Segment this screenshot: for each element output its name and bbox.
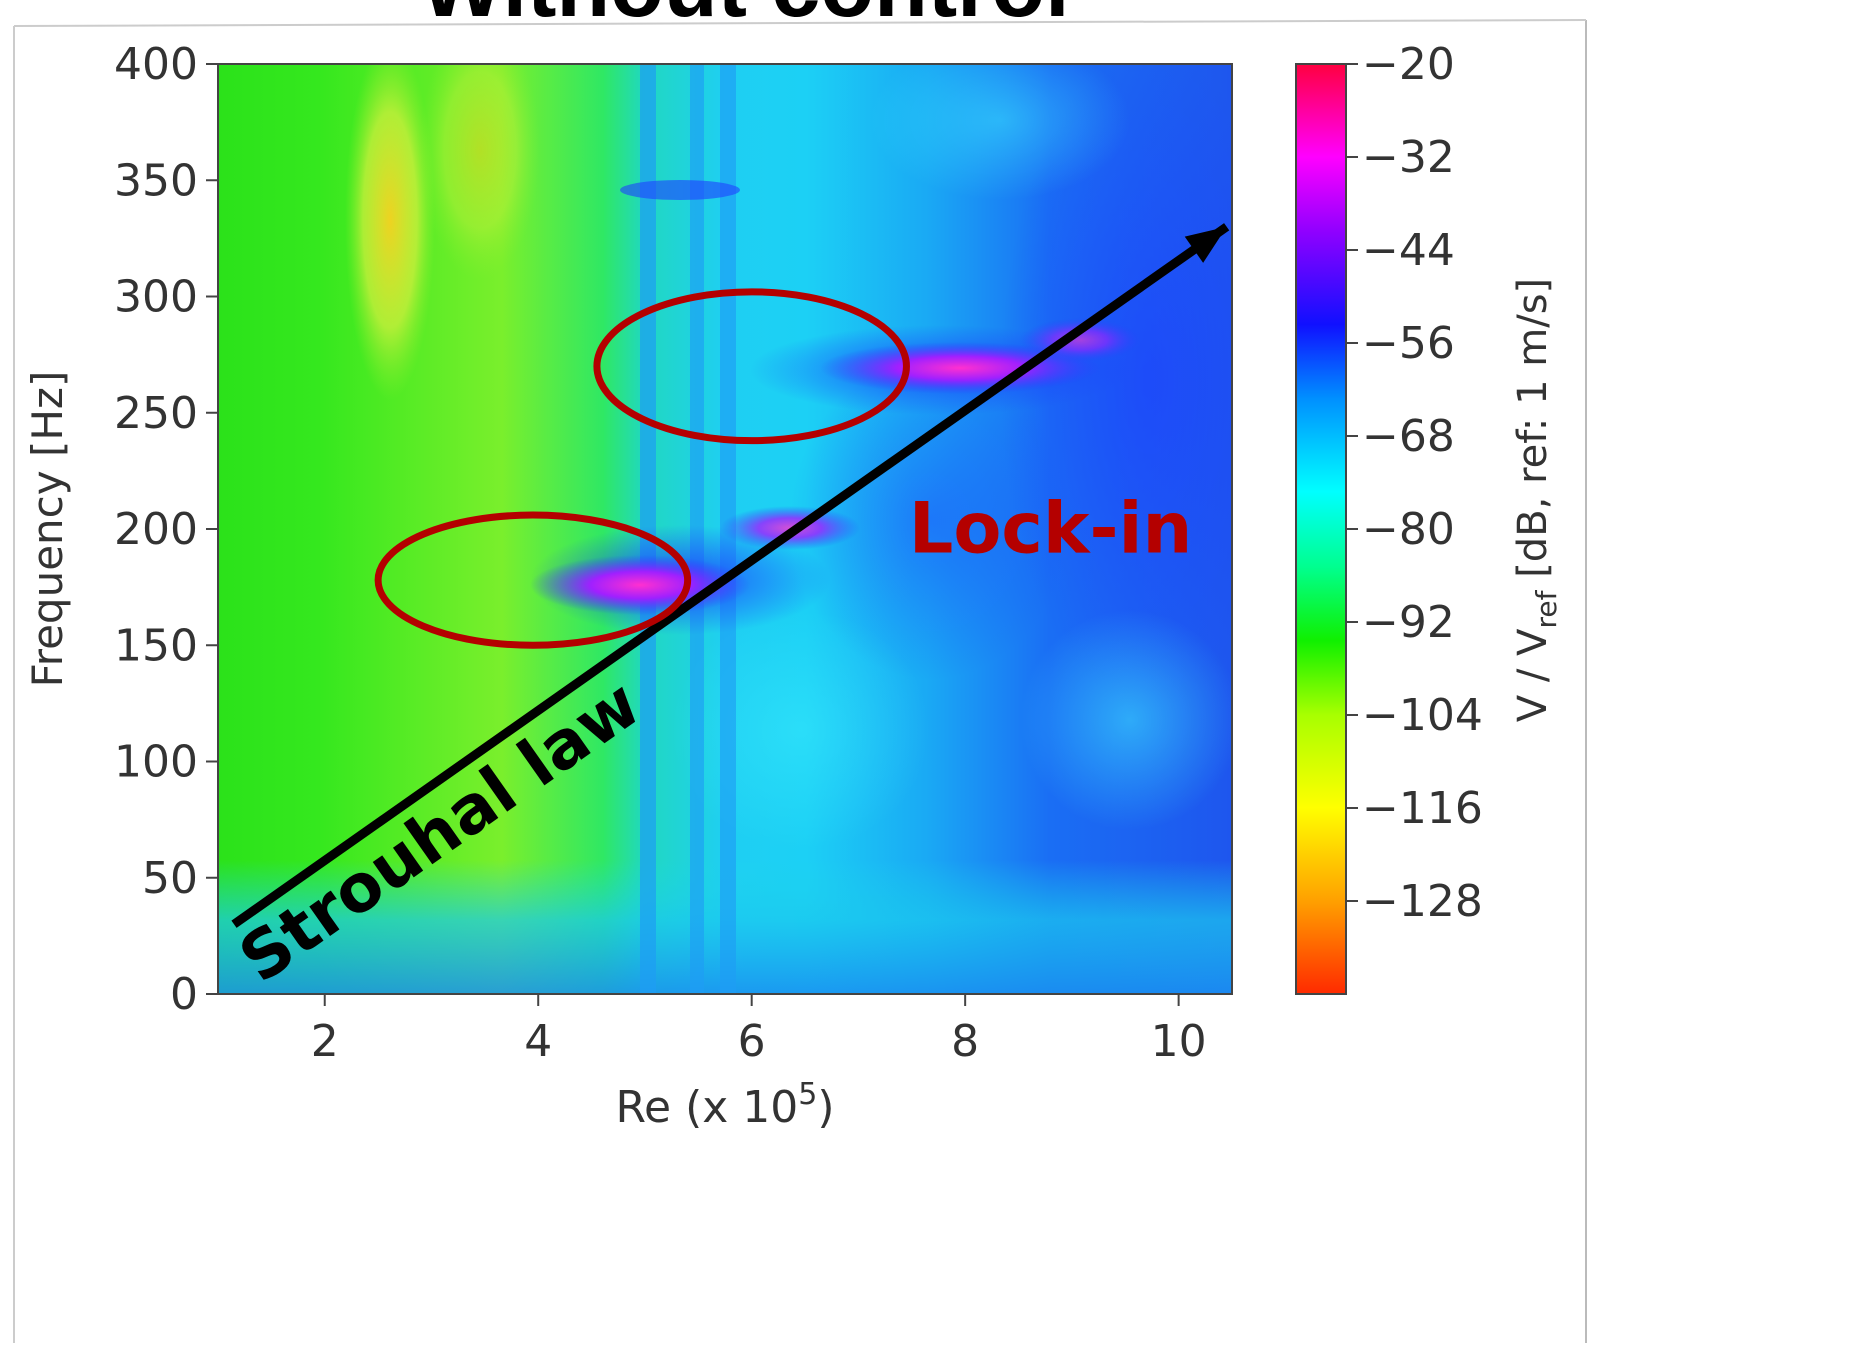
colorbar-label-sub: ref: [1530, 589, 1563, 628]
colorbar-label: V / Vref [dB, ref: 1 m/s]: [1510, 278, 1563, 722]
y-axis-label: Frequency [Hz]: [23, 371, 72, 688]
colorbar: −20 −32 −44 −56 −68 −80 −92 −104 −116 −128 V / Vr…: [1295, 39, 1563, 995]
x-axis-label-main: Re (x 10: [615, 1082, 798, 1133]
strouhal-line: [231, 223, 1230, 928]
y-tick-label: 200: [114, 504, 198, 555]
strouhal-arrowhead: [1184, 226, 1227, 263]
x-tick-label: 4: [524, 1016, 552, 1067]
colorbar-tick-label: −92: [1362, 597, 1455, 648]
panel-border-top: [13, 19, 1587, 27]
colorbar-tick-label: −44: [1362, 225, 1455, 276]
colorbar-tick-label: −80: [1362, 504, 1455, 555]
colorbar-tick-label: −128: [1362, 876, 1483, 927]
colorbar-tick-label: −68: [1362, 411, 1455, 462]
y-tick-label: 0: [170, 969, 198, 1020]
heatmap-field: [218, 64, 1232, 994]
y-tick-label: 150: [114, 620, 198, 671]
colorbar-label-suffix: [dB, ref: 1 m/s]: [1510, 278, 1556, 591]
figure-title: Without control: [420, 0, 1069, 35]
y-tick-label: 300: [114, 272, 198, 323]
x-axis-label-close: ): [817, 1082, 834, 1133]
colorbar-tick-label: −104: [1362, 690, 1483, 741]
y-tick-label: 400: [114, 39, 198, 90]
x-axis-label-exponent: 5: [798, 1077, 817, 1112]
colorbar-tick-label: −32: [1362, 132, 1455, 183]
colorbar-tick-label: −20: [1362, 39, 1455, 90]
lockin-ellipse: [593, 288, 910, 445]
x-tick-label: 10: [1151, 1016, 1207, 1067]
colorbar-label-prefix: V / V: [1510, 628, 1556, 722]
colorbar-tick-label: −116: [1362, 783, 1483, 834]
colorbar-tick-label: −56: [1362, 318, 1455, 369]
colorbar-ticks: −20 −32 −44 −56 −68 −80 −92 −104 −116 −128: [1346, 39, 1483, 927]
lockin-ellipse: [374, 511, 692, 649]
y-tick-label: 100: [114, 737, 198, 788]
x-axis: 2 4 6 8 10: [311, 994, 1207, 1067]
x-tick-label: 2: [311, 1016, 339, 1067]
lockin-label: Lock-in: [909, 487, 1193, 569]
y-tick-label: 250: [114, 388, 198, 439]
x-tick-label: 8: [951, 1016, 979, 1067]
x-tick-label: 6: [738, 1016, 766, 1067]
y-tick-label: 50: [142, 853, 198, 904]
y-tick-label: 350: [114, 155, 198, 206]
colorbar-gradient: [1295, 63, 1347, 995]
x-axis-label: Re (x 105): [615, 1077, 834, 1133]
y-axis: 0 50 100 150 200 250 300 350 400: [114, 39, 218, 1020]
